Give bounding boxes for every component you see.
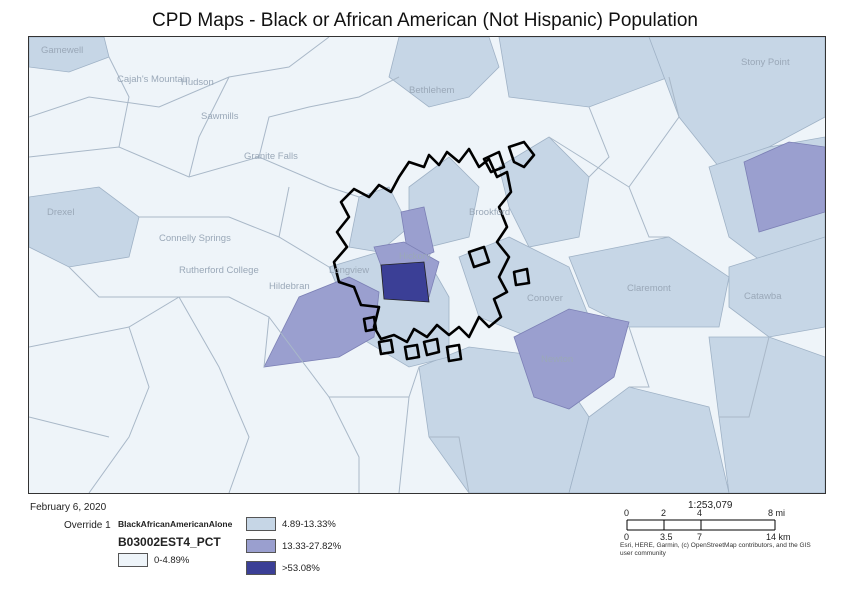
class-4-89-13-33-tracts	[29, 37, 825, 493]
legend-swatch	[118, 553, 148, 567]
place-label: Claremont	[627, 283, 671, 294]
legend-item-3: >53.08%	[246, 561, 320, 575]
tract-boundaries	[29, 37, 770, 493]
legend-swatch	[246, 517, 276, 531]
place-label: Connelly Springs	[159, 233, 231, 244]
legend-swatch	[246, 539, 276, 553]
place-label: Cajah's Mountain	[117, 74, 190, 85]
map-credits: Esri, HERE, Garmin, (c) OpenStreetMap co…	[620, 542, 811, 557]
scale-mi-tick: 0	[624, 508, 630, 518]
place-label: Catawba	[744, 291, 782, 302]
legend-field-code: B03002EST4_PCT	[118, 535, 221, 549]
tract-nw-gamewell	[29, 37, 110, 73]
place-label: Stony Point	[741, 57, 790, 68]
scale-km-tick: 3.5	[660, 532, 673, 542]
tract-east-high	[743, 141, 825, 233]
scale-bar	[626, 519, 776, 531]
place-label: Conover	[527, 293, 563, 304]
tract-newton	[513, 308, 630, 410]
place-label: Rutherford College	[179, 265, 259, 276]
tract-highest-share	[380, 261, 430, 303]
tract-north-east	[498, 37, 670, 108]
legend-item-1: 4.89-13.33%	[246, 517, 336, 531]
scale-ratio: 1:253,079	[688, 500, 733, 511]
legend-item-2: 13.33-27.82%	[246, 539, 341, 553]
legend-label: 0-4.89%	[154, 554, 190, 566]
tract-southeast	[568, 386, 730, 493]
scale-km-tick: 7	[697, 532, 703, 542]
class-13-33-27-82-tracts	[263, 141, 825, 410]
scale-mi-tick: 8 mi	[768, 508, 786, 518]
place-label: Granite Falls	[244, 151, 298, 162]
city-limits-outline	[332, 140, 536, 363]
place-label: Newton	[541, 354, 573, 365]
map-date: February 6, 2020	[30, 502, 107, 513]
place-label: Gamewell	[41, 45, 83, 56]
tract-north-bethlehem	[388, 37, 500, 108]
place-label: Hildebran	[269, 281, 310, 292]
choropleth-map[interactable]: Gamewell Cajah's Mountain Hudson Sawmill…	[29, 37, 825, 493]
legend-item-0: 0-4.89%	[118, 553, 189, 567]
place-label: Bethlehem	[409, 85, 455, 96]
map-title: CPD Maps - Black or African American (No…	[152, 10, 698, 31]
legend-label: 13.33-27.82%	[282, 540, 342, 552]
tract-catawba	[728, 236, 825, 338]
scale-km-tick: 14 km	[766, 532, 791, 542]
scale-mi-tick: 2	[661, 508, 667, 518]
place-label: Longview	[329, 265, 369, 276]
place-label: Drexel	[47, 207, 74, 218]
place-label: Hickory	[399, 251, 431, 262]
place-label: Brookford	[469, 207, 510, 218]
legend-label: 4.89-13.33%	[282, 518, 336, 530]
map-canvas[interactable]: Gamewell Cajah's Mountain Hudson Sawmill…	[28, 36, 826, 494]
override-label: Override 1	[64, 520, 111, 531]
tract-east-south	[708, 336, 825, 493]
legend-swatch	[246, 561, 276, 575]
scale-mi-tick: 4	[697, 508, 703, 518]
tract-southwest-hickory	[263, 276, 380, 368]
scale-km-tick: 0	[624, 532, 630, 542]
place-label: Hudson	[181, 77, 214, 88]
legend-label: >53.08%	[282, 562, 320, 574]
tract-west-drexel	[29, 186, 140, 268]
place-labels: Gamewell Cajah's Mountain Hudson Sawmill…	[41, 45, 790, 365]
legend-field-label: BlackAfricanAmericanAlone	[118, 519, 233, 529]
place-label: Sawmills	[201, 111, 239, 122]
